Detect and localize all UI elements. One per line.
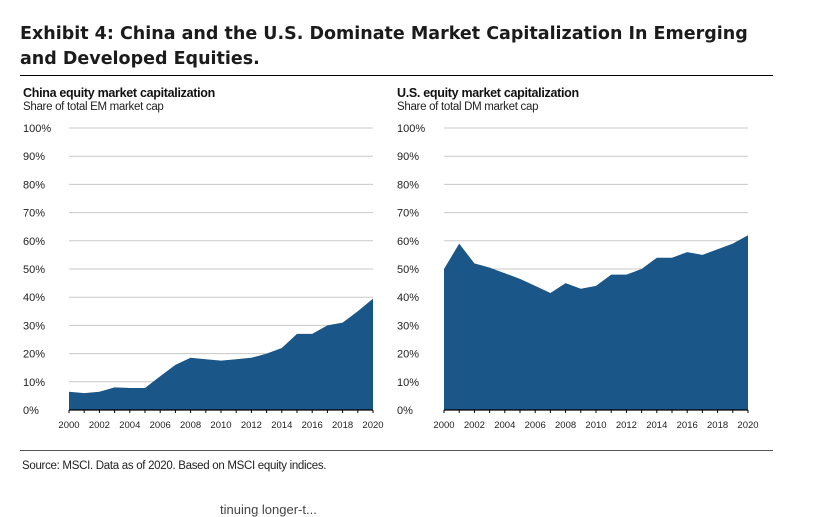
china-x-tick-label: 2000 xyxy=(58,420,79,431)
us-y-tick-label: 0% xyxy=(397,405,413,417)
us-x-tick-label: 2020 xyxy=(737,420,758,431)
china-x-tick-label: 2012 xyxy=(241,420,262,431)
us-y-tick-label: 50% xyxy=(397,264,419,276)
us-chart-title: U.S. equity market capitalization xyxy=(397,86,579,100)
us-y-tick-label: 10% xyxy=(397,377,419,389)
us-y-tick-label: 100% xyxy=(397,123,425,135)
us-y-tick-label: 80% xyxy=(397,179,419,191)
china-x-tick-label: 2004 xyxy=(119,420,140,431)
china-y-tick-label: 20% xyxy=(23,349,45,361)
us-y-tick-label: 40% xyxy=(397,292,419,304)
cutoff-text: tinuing longer-t... xyxy=(220,502,317,517)
china-x-tick-label: 2016 xyxy=(302,420,323,431)
china-y-tick-label: 30% xyxy=(23,320,45,332)
china-x-tick-label: 2020 xyxy=(362,420,383,431)
us-area-series xyxy=(444,235,748,410)
china-y-tick-label: 60% xyxy=(23,236,45,248)
us-y-tick-label: 60% xyxy=(397,236,419,248)
us-x-tick-label: 2010 xyxy=(585,420,606,431)
us-x-tick-label: 2006 xyxy=(525,420,546,431)
us-chart-subtitle: Share of total DM market cap xyxy=(397,101,539,113)
china-y-tick-label: 90% xyxy=(23,151,45,163)
us-x-tick-label: 2014 xyxy=(646,420,667,431)
us-y-tick-label: 90% xyxy=(397,151,419,163)
china-y-tick-label: 0% xyxy=(23,405,39,417)
china-x-tick-label: 2014 xyxy=(271,420,292,431)
us-x-tick-label: 2000 xyxy=(433,420,454,431)
china-y-tick-label: 100% xyxy=(23,123,51,135)
source-note: Source: MSCI. Data as of 2020. Based on … xyxy=(22,460,327,472)
china-x-tick-label: 2002 xyxy=(89,420,110,431)
us-x-tick-label: 2004 xyxy=(494,420,515,431)
china-y-tick-label: 70% xyxy=(23,208,45,220)
china-y-tick-label: 50% xyxy=(23,264,45,276)
us-x-tick-label: 2016 xyxy=(677,420,698,431)
us-x-tick-label: 2018 xyxy=(707,420,728,431)
china-x-tick-label: 2018 xyxy=(332,420,353,431)
bottom-rule xyxy=(20,450,773,451)
china-area-series xyxy=(69,298,373,410)
us-y-tick-label: 30% xyxy=(397,320,419,332)
us-y-tick-label: 70% xyxy=(397,208,419,220)
china-x-tick-label: 2006 xyxy=(150,420,171,431)
china-y-tick-label: 80% xyxy=(23,179,45,191)
us-y-tick-label: 20% xyxy=(397,349,419,361)
us-x-tick-label: 2012 xyxy=(616,420,637,431)
us-x-tick-label: 2008 xyxy=(555,420,576,431)
china-y-tick-label: 40% xyxy=(23,292,45,304)
us-x-tick-label: 2002 xyxy=(464,420,485,431)
china-x-tick-label: 2010 xyxy=(210,420,231,431)
top-rule xyxy=(20,75,773,76)
exhibit-title: Exhibit 4: China and the U.S. Dominate M… xyxy=(20,24,748,69)
china-y-tick-label: 10% xyxy=(23,377,45,389)
china-chart-title: China equity market capitalization xyxy=(23,86,215,100)
china-x-tick-label: 2008 xyxy=(180,420,201,431)
china-chart-subtitle: Share of total EM market cap xyxy=(23,101,164,113)
